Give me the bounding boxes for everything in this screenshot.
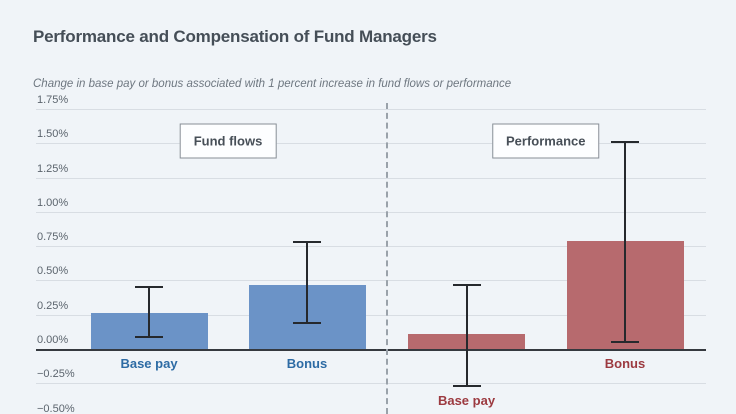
y-tick-label: 0.75% bbox=[37, 231, 69, 244]
y-tick-label: 0.25% bbox=[37, 299, 69, 312]
error-bar-cap-top bbox=[135, 286, 163, 289]
gridline bbox=[36, 314, 706, 316]
group-label-box: Performance bbox=[492, 123, 600, 159]
error-bar-line bbox=[306, 241, 308, 323]
category-label: Bonus bbox=[604, 356, 646, 371]
category-label: Base pay bbox=[120, 356, 178, 371]
gridline bbox=[36, 280, 706, 282]
error-bar-cap-bottom bbox=[135, 335, 163, 338]
gridline bbox=[36, 383, 706, 385]
error-bar-cap-bottom bbox=[293, 321, 321, 324]
error-bar-cap-bottom bbox=[452, 385, 481, 388]
y-tick-label: 1.00% bbox=[37, 196, 69, 209]
category-label: Bonus bbox=[286, 356, 328, 371]
error-bar-cap-top bbox=[611, 140, 639, 143]
gridline bbox=[36, 108, 706, 110]
panel-divider-line bbox=[385, 103, 388, 414]
y-tick-label: 1.50% bbox=[37, 128, 69, 141]
gridline bbox=[36, 177, 706, 179]
y-tick-label: −0.25% bbox=[37, 368, 75, 381]
gridline bbox=[36, 143, 706, 145]
y-tick-label: 1.25% bbox=[37, 162, 69, 175]
error-bar-line bbox=[148, 287, 150, 337]
y-tick-label: 1.75% bbox=[37, 93, 69, 106]
gridline bbox=[36, 246, 706, 248]
error-bar-line bbox=[624, 141, 626, 343]
group-label-box: Fund flows bbox=[179, 123, 277, 159]
chart-title: Performance and Compensation of Fund Man… bbox=[33, 27, 437, 46]
category-label: Base pay bbox=[437, 393, 496, 409]
y-tick-label: 0.00% bbox=[37, 334, 69, 346]
error-bar-cap-top bbox=[452, 283, 481, 286]
y-tick-label: 0.50% bbox=[37, 265, 69, 278]
y-tick-label: −0.50% bbox=[37, 402, 75, 414]
chart-subtitle: Change in base pay or bonus associated w… bbox=[33, 78, 512, 90]
error-bar-cap-bottom bbox=[611, 341, 639, 344]
zero-axis-line bbox=[36, 349, 706, 351]
gridline bbox=[36, 211, 706, 213]
error-bar-cap-top bbox=[293, 240, 321, 243]
error-bar-line bbox=[465, 284, 468, 387]
